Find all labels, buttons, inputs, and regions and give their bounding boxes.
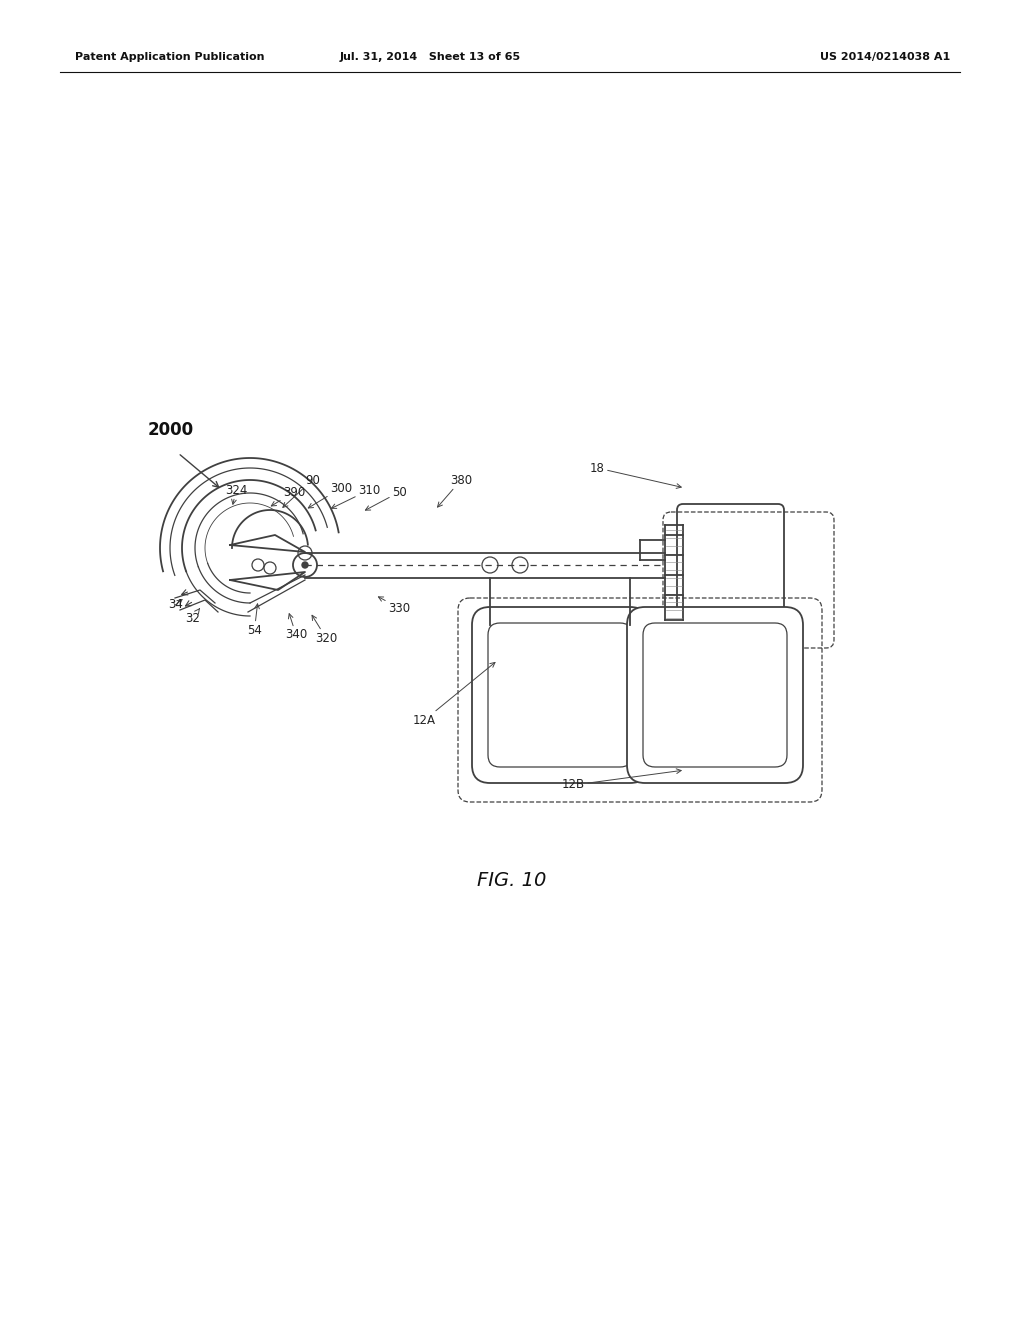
FancyBboxPatch shape [643, 623, 787, 767]
Text: 380: 380 [437, 474, 472, 507]
Text: 324: 324 [225, 483, 248, 504]
Text: 300: 300 [308, 482, 352, 508]
Text: FIG. 10: FIG. 10 [477, 870, 547, 890]
Text: 54: 54 [247, 603, 262, 636]
Text: 390: 390 [271, 486, 305, 506]
Text: 32: 32 [185, 609, 200, 624]
Text: 12B: 12B [562, 768, 681, 792]
Text: 310: 310 [332, 483, 380, 508]
Circle shape [302, 562, 308, 568]
FancyBboxPatch shape [472, 607, 648, 783]
FancyBboxPatch shape [627, 607, 803, 783]
Text: US 2014/0214038 A1: US 2014/0214038 A1 [820, 51, 950, 62]
FancyBboxPatch shape [488, 623, 632, 767]
Text: 34: 34 [168, 598, 183, 611]
Text: Jul. 31, 2014   Sheet 13 of 65: Jul. 31, 2014 Sheet 13 of 65 [339, 51, 520, 62]
Text: 90: 90 [283, 474, 319, 507]
Text: 12A: 12A [413, 663, 495, 726]
Text: 2000: 2000 [148, 421, 195, 440]
FancyBboxPatch shape [677, 504, 784, 616]
Text: 320: 320 [312, 615, 337, 644]
Text: 50: 50 [366, 486, 407, 510]
Text: Patent Application Publication: Patent Application Publication [75, 51, 264, 62]
Text: 18: 18 [590, 462, 681, 488]
Text: 330: 330 [379, 597, 411, 615]
Text: 340: 340 [285, 614, 307, 642]
